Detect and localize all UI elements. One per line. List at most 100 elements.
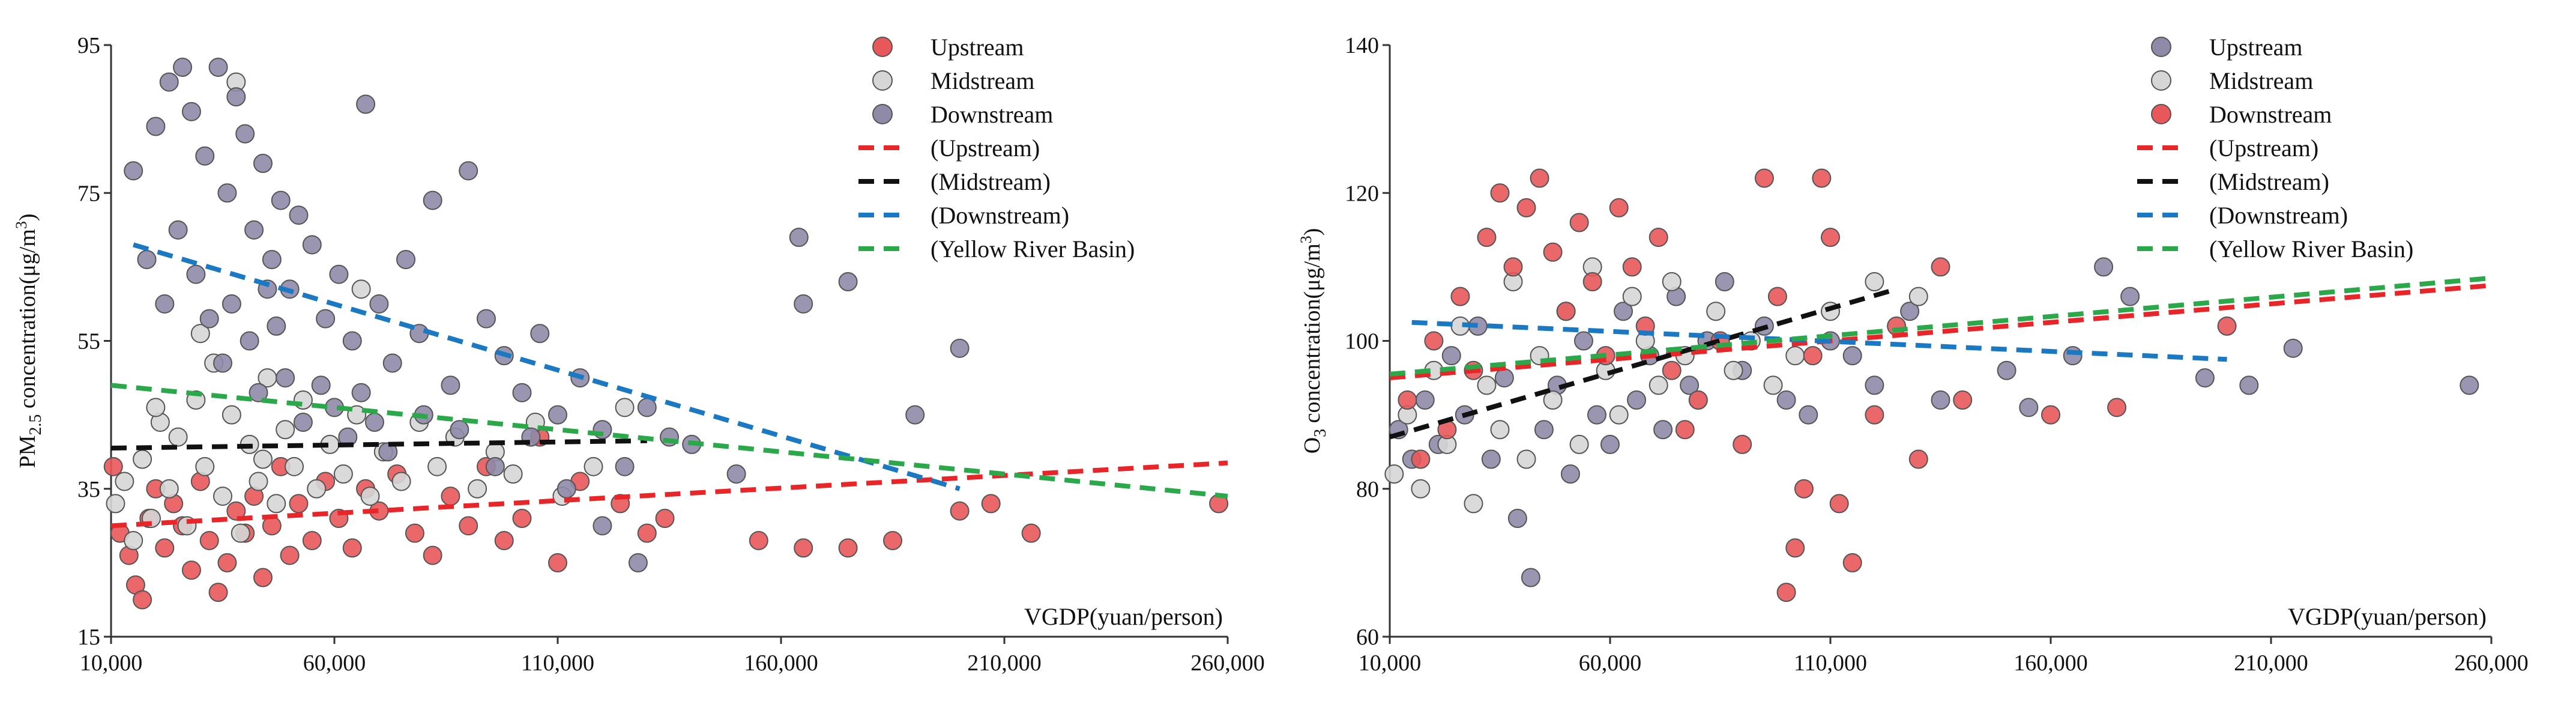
data-point xyxy=(1609,198,1629,217)
data-point xyxy=(382,353,402,373)
y-tick-label: 35 xyxy=(77,477,100,502)
data-point xyxy=(548,405,567,425)
data-point xyxy=(351,279,371,299)
data-point xyxy=(195,146,215,166)
data-point xyxy=(655,509,675,528)
data-point xyxy=(2120,287,2140,306)
data-point xyxy=(1021,523,1041,543)
data-point xyxy=(208,583,228,602)
data-point xyxy=(1997,360,2016,380)
data-point xyxy=(485,457,505,476)
data-point xyxy=(950,338,970,358)
data-point xyxy=(2019,398,2039,417)
data-point xyxy=(1507,509,1527,528)
data-point xyxy=(637,398,657,417)
data-point xyxy=(1543,390,1563,410)
data-point xyxy=(405,523,424,543)
y-tick-label: 60 xyxy=(1356,625,1379,650)
data-point xyxy=(789,228,809,247)
data-point xyxy=(1785,538,1805,558)
data-point xyxy=(1733,434,1752,454)
series-upstream xyxy=(1389,257,2479,587)
data-point xyxy=(1530,168,1549,188)
data-point xyxy=(276,368,295,388)
data-point xyxy=(333,464,353,484)
data-point xyxy=(1494,368,1514,388)
data-point xyxy=(307,479,327,499)
data-point xyxy=(883,530,902,550)
x-tick-label: 10,000 xyxy=(80,651,143,676)
legend-label: (Yellow River Basin) xyxy=(2209,235,2413,262)
data-point xyxy=(1614,302,1633,321)
data-point xyxy=(2107,398,2127,417)
data-point xyxy=(351,383,371,402)
data-point xyxy=(1829,494,1849,514)
data-point xyxy=(726,464,746,484)
data-point xyxy=(459,516,478,536)
y-tick-label: 75 xyxy=(77,181,100,206)
data-point xyxy=(1931,257,1950,277)
data-point xyxy=(231,523,250,543)
data-point xyxy=(441,487,460,506)
data-point xyxy=(637,523,657,543)
data-point xyxy=(1648,228,1668,247)
data-point xyxy=(530,324,550,344)
data-point xyxy=(199,530,219,550)
data-point xyxy=(369,294,389,314)
data-point xyxy=(226,87,246,107)
data-point xyxy=(2063,346,2083,366)
data-point xyxy=(1534,420,1554,440)
data-point xyxy=(1450,287,1470,306)
y-tick-label: 95 xyxy=(77,33,100,58)
data-point xyxy=(213,487,232,506)
series-midstream xyxy=(106,72,635,550)
data-point xyxy=(342,331,362,351)
data-point xyxy=(459,161,478,181)
data-point xyxy=(1799,405,1818,425)
x-tick-label: 210,000 xyxy=(967,651,1042,676)
trend-line-upstream xyxy=(110,460,1228,529)
legend-marker xyxy=(872,37,893,57)
data-point xyxy=(1767,287,1787,306)
data-point xyxy=(1812,168,1832,188)
data-point xyxy=(423,190,442,210)
y-tick-label: 80 xyxy=(1356,477,1379,502)
data-point xyxy=(548,553,567,572)
y-tick-label: 15 xyxy=(77,625,100,650)
data-point xyxy=(133,449,152,469)
data-point xyxy=(316,309,336,329)
data-point xyxy=(1490,183,1510,203)
data-point xyxy=(181,560,201,580)
data-point xyxy=(1865,405,1884,425)
data-point xyxy=(1556,302,1576,321)
data-point xyxy=(1569,213,1589,232)
data-point xyxy=(240,331,259,351)
data-point xyxy=(1715,272,1734,291)
data-point xyxy=(838,272,858,291)
data-point xyxy=(137,250,157,270)
data-point xyxy=(115,472,134,491)
trend-line-midstream xyxy=(1389,287,1898,440)
y-tick-label: 120 xyxy=(1345,181,1379,206)
data-point xyxy=(289,205,309,225)
data-point xyxy=(106,494,125,514)
data-point xyxy=(1754,168,1774,188)
data-point xyxy=(190,324,210,344)
legend-label: Upstream xyxy=(931,34,1024,61)
data-point xyxy=(1627,390,1647,410)
data-point xyxy=(503,464,523,484)
data-point xyxy=(1464,494,1483,514)
data-point xyxy=(794,294,813,314)
data-point xyxy=(1587,405,1606,425)
data-point xyxy=(1411,449,1431,469)
data-point xyxy=(494,530,514,550)
data-point xyxy=(1569,434,1589,454)
data-point xyxy=(146,398,166,417)
data-point xyxy=(124,161,143,181)
data-point xyxy=(2217,316,2237,336)
data-point xyxy=(1582,272,1602,291)
legend-label: Downstream xyxy=(2209,101,2332,128)
data-point xyxy=(2460,375,2479,395)
data-point xyxy=(2195,368,2215,388)
